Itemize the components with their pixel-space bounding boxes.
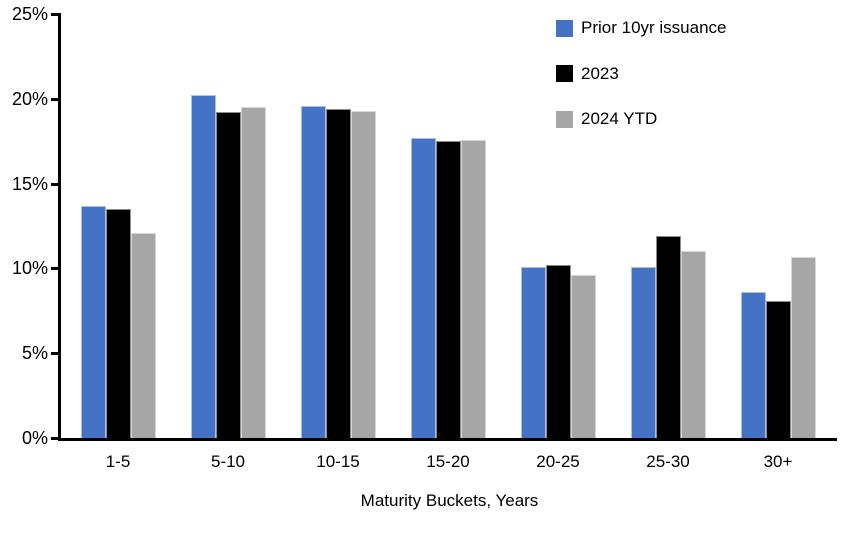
y-axis-tick bbox=[51, 13, 60, 16]
bar-25-30-2024-ytd bbox=[680, 251, 706, 438]
x-tick-label: 10-15 bbox=[316, 452, 360, 471]
bar-5-10-2023 bbox=[215, 112, 241, 438]
x-tick-label: 15-20 bbox=[426, 452, 470, 471]
legend-item: Prior 10yr issuance bbox=[556, 18, 727, 38]
bar-20-25-2023 bbox=[545, 265, 571, 438]
legend-label: 2024 YTD bbox=[581, 109, 658, 128]
bar-10-15-2023 bbox=[325, 108, 351, 438]
bar-5-10-prior-10yr-issuance bbox=[190, 95, 216, 438]
legend-label: Prior 10yr issuance bbox=[581, 18, 727, 37]
y-tick-label: 10% bbox=[11, 258, 48, 279]
bar-30+-2024-ytd bbox=[790, 256, 816, 438]
bar-25-30-prior-10yr-issuance bbox=[630, 266, 656, 438]
legend-item: 2024 YTD bbox=[556, 109, 657, 129]
y-tick-label: 5% bbox=[21, 343, 48, 364]
x-tick-label: 25-30 bbox=[646, 452, 690, 471]
y-tick-label: 25% bbox=[11, 4, 48, 24]
x-axis-line bbox=[58, 438, 837, 441]
legend-item: 2023 bbox=[556, 64, 619, 84]
bar-30+-prior-10yr-issuance bbox=[740, 292, 766, 438]
bar-15-20-2023 bbox=[435, 141, 461, 438]
y-tick-label: 15% bbox=[11, 173, 48, 194]
bar-10-15-prior-10yr-issuance bbox=[300, 105, 326, 438]
y-axis-tick bbox=[51, 267, 60, 271]
y-axis-tick bbox=[51, 437, 60, 440]
x-axis-title: Maturity Buckets, Years bbox=[360, 491, 539, 510]
bar-5-10-2024-ytd bbox=[240, 107, 266, 438]
bar-1-5-2024-ytd bbox=[130, 232, 156, 438]
bar-15-20-2024-ytd bbox=[460, 139, 486, 438]
bar-20-25-prior-10yr-issuance bbox=[520, 266, 546, 438]
y-tick-label: 0% bbox=[21, 428, 48, 448]
bar-10-15-2024-ytd bbox=[350, 110, 376, 438]
y-axis-line bbox=[58, 13, 61, 441]
y-tick-label: 20% bbox=[11, 88, 48, 109]
bar-20-25-2024-ytd bbox=[570, 275, 596, 438]
y-axis-tick bbox=[51, 352, 60, 356]
legend-swatch-icon bbox=[556, 65, 573, 82]
bar-15-20-prior-10yr-issuance bbox=[410, 137, 436, 438]
x-tick-label: 1-5 bbox=[105, 452, 131, 471]
x-tick-label: 20-25 bbox=[536, 452, 580, 471]
bar-30+-2023 bbox=[765, 300, 791, 438]
bar-25-30-2023 bbox=[655, 236, 681, 438]
bar-1-5-2023 bbox=[105, 209, 131, 438]
y-axis-tick bbox=[51, 97, 60, 101]
bar-1-5-prior-10yr-issuance bbox=[80, 205, 106, 438]
legend-label: 2023 bbox=[581, 63, 619, 83]
x-tick-label: 30+ bbox=[763, 452, 793, 471]
x-tick-label: 5-10 bbox=[210, 452, 246, 471]
y-axis-tick bbox=[51, 182, 60, 186]
legend-swatch-icon bbox=[556, 19, 573, 37]
legend-swatch-icon bbox=[556, 110, 573, 128]
